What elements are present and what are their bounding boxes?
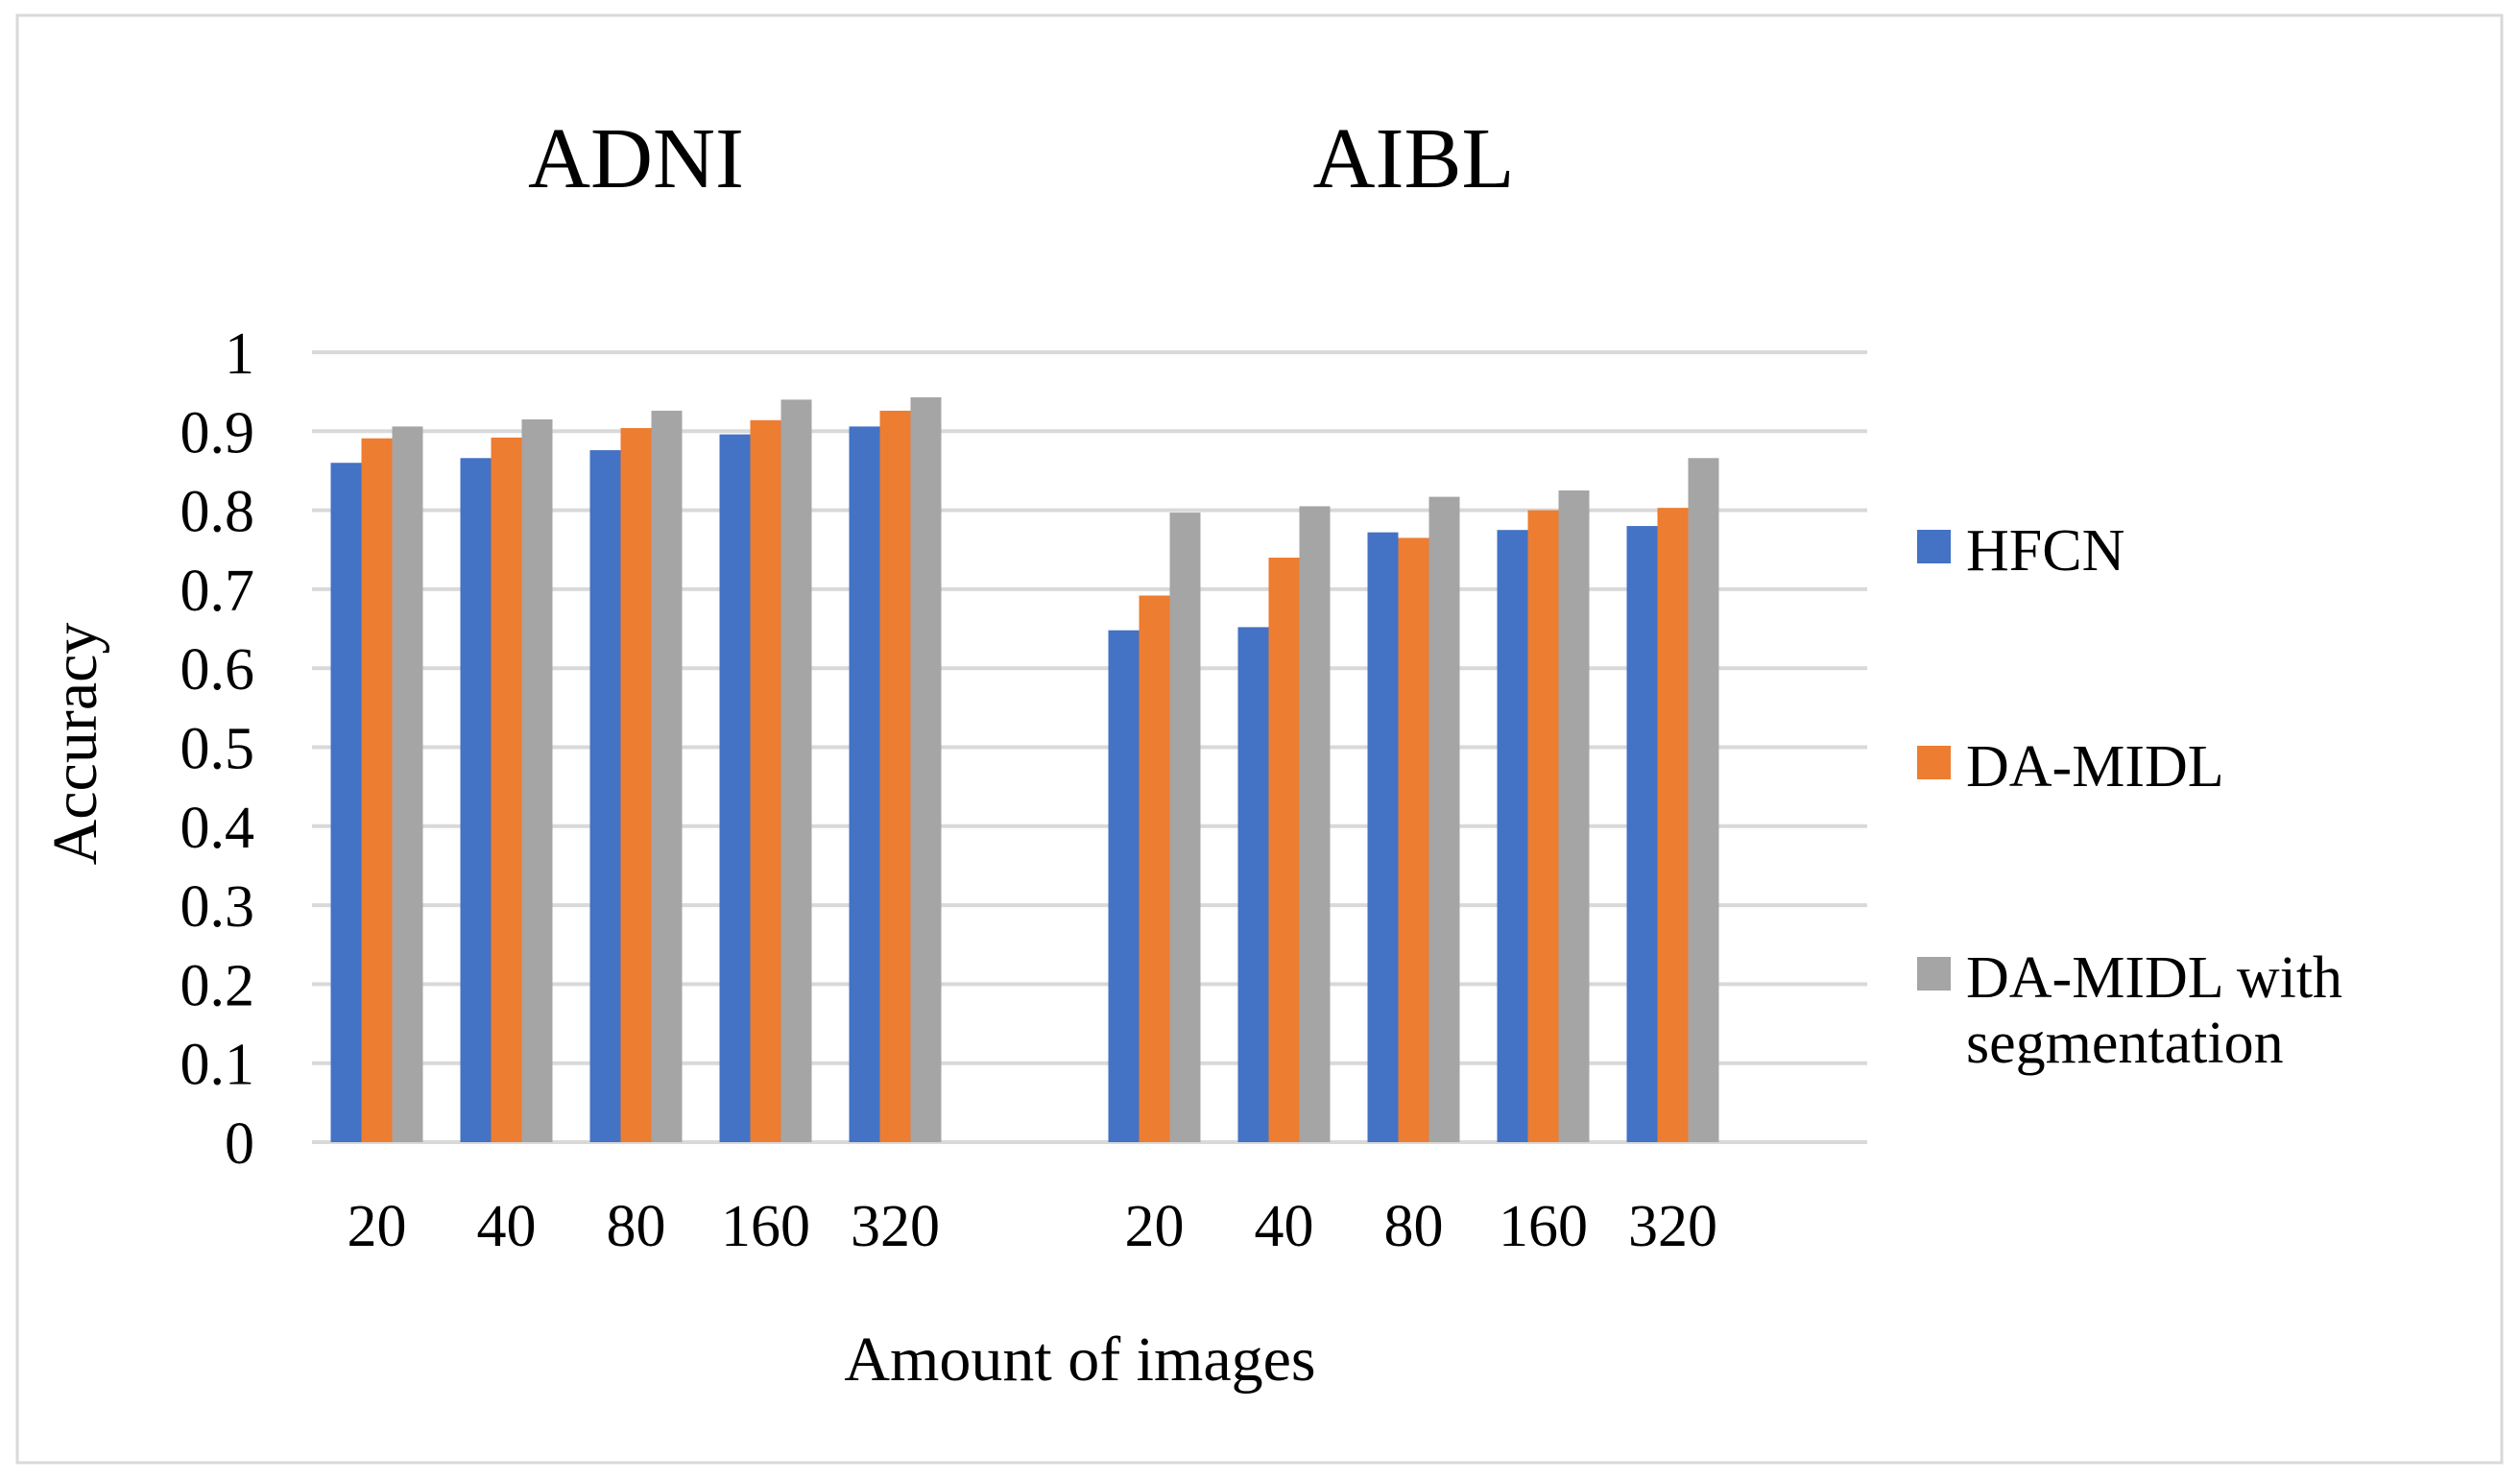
legend-label-line2: segmentation	[1966, 1011, 2284, 1076]
bar	[1688, 458, 1719, 1143]
bar	[392, 426, 423, 1142]
bar	[750, 419, 781, 1142]
y-tick-label: 0.4	[180, 796, 255, 861]
bar	[910, 396, 942, 1142]
y-tick-label: 0	[225, 1111, 254, 1177]
y-axis-label: Accuracy	[40, 623, 110, 866]
bar	[651, 410, 683, 1143]
bar	[780, 399, 812, 1142]
y-tick-label: 0.2	[180, 953, 255, 1018]
bars	[330, 396, 1719, 1143]
y-tick-label: 0.9	[180, 400, 255, 465]
bar	[491, 437, 522, 1142]
bar	[521, 418, 553, 1143]
bar	[1268, 557, 1300, 1142]
y-tick-label: 0.6	[180, 637, 255, 703]
bar	[589, 450, 621, 1142]
group-titles: ADNI AIBL	[528, 111, 1514, 206]
y-tick-label: 0.8	[180, 480, 255, 545]
x-tick-labels: 20 40 80 160 320 20 40 80 160 320	[348, 1194, 1718, 1259]
bar	[1299, 506, 1331, 1142]
bar	[330, 463, 362, 1143]
bar	[879, 410, 911, 1143]
x-axis-label: Amount of images	[844, 1325, 1315, 1395]
y-tick-label: 0.3	[180, 874, 255, 940]
group-title: AIBL	[1313, 111, 1515, 206]
bar	[1626, 526, 1658, 1142]
legend-label: DA-MIDL	[1966, 734, 2224, 800]
x-tick-label: 160	[1499, 1194, 1588, 1259]
bar	[620, 428, 652, 1142]
bar	[1558, 490, 1590, 1142]
y-tick-label: 0.7	[180, 559, 255, 624]
bar	[1237, 627, 1269, 1142]
y-tick-label: 0.1	[180, 1033, 255, 1098]
legend-swatch	[1917, 530, 1951, 563]
y-tick-label: 0.5	[180, 717, 255, 782]
bar	[1497, 530, 1528, 1142]
bar	[1169, 513, 1201, 1142]
x-tick-label: 320	[851, 1194, 940, 1259]
legend-label: DA-MIDL with	[1966, 945, 2342, 1011]
y-tick-label: 1	[225, 322, 254, 387]
bar	[1367, 532, 1399, 1142]
bar	[1398, 537, 1429, 1142]
gridlines	[312, 350, 1867, 1144]
bar	[361, 438, 393, 1142]
x-tick-label: 160	[721, 1194, 810, 1259]
y-tick-labels: 0 0.1 0.2 0.3 0.4 0.5 0.6 0.7 0.8 0.9 1	[180, 322, 255, 1177]
x-tick-label: 20	[1125, 1194, 1185, 1259]
bar	[1139, 595, 1170, 1142]
legend-swatch	[1917, 957, 1951, 991]
x-tick-label: 40	[1255, 1194, 1314, 1259]
bar	[1527, 510, 1559, 1142]
x-tick-label: 40	[477, 1194, 537, 1259]
bar	[460, 458, 492, 1143]
bar	[719, 434, 751, 1142]
x-tick-label: 80	[1384, 1194, 1444, 1259]
group-title: ADNI	[528, 111, 744, 206]
x-tick-label: 80	[607, 1194, 666, 1259]
legend-swatch	[1917, 746, 1951, 779]
x-tick-label: 320	[1628, 1194, 1717, 1259]
bar	[849, 426, 880, 1142]
bar	[1657, 508, 1689, 1142]
bar	[1428, 496, 1460, 1142]
legend-label: HFCN	[1966, 518, 2124, 584]
bar	[1108, 630, 1140, 1142]
x-tick-label: 20	[348, 1194, 407, 1259]
